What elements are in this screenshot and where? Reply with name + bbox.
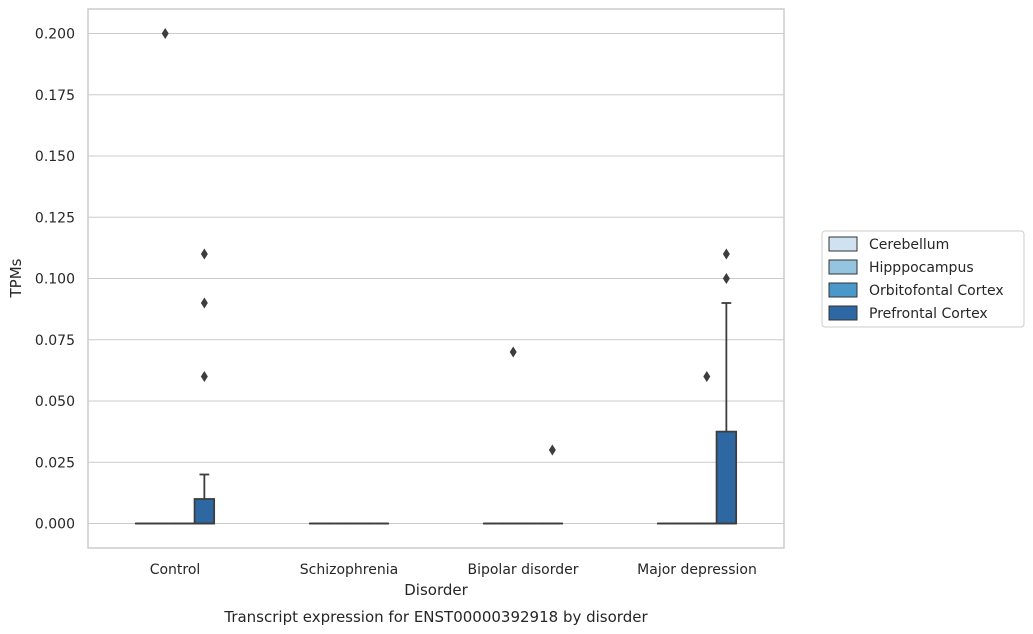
chart-caption: Transcript expression for ENST0000039291… [223,608,648,626]
box-3-2 [541,444,564,525]
outlier-point [548,444,556,456]
x-tick-label: Schizophrenia [300,562,398,578]
legend-label: Orbitofontal Cortex [869,283,1004,299]
y-tick-label: 0.100 [35,272,75,288]
outlier-point [509,346,517,358]
legend-swatch [828,282,858,298]
y-tick-label: 0.125 [35,210,75,226]
y-tick-label: 0.150 [35,149,75,165]
legend-label: Hipppocampus [869,260,974,276]
x-tick-label: Major depression [637,562,757,578]
outlier-point [200,371,208,382]
box-series [134,28,738,525]
outlier-point [703,371,711,382]
x-tick-label: Control [150,562,201,578]
box-1-0 [154,28,176,525]
y-tick-label: 0.025 [35,455,75,471]
y-tick-label: 0.075 [35,333,75,349]
legend-frame [821,230,1025,328]
y-tick-labels: 0.000 0.025 0.050 0.075 0.100 0.125 0.150 0.175… [35,27,75,533]
x-tick-labels: Control Schizophrenia Bipolar disorder Majo… [150,562,757,578]
outlier-point [722,273,730,284]
x-axis-label: Disorder [404,581,468,599]
outlier-point [722,248,730,260]
y-tick-label: 0.200 [35,27,75,43]
y-axis-label: TPMs [7,258,25,298]
legend-swatch [828,236,858,252]
plot-frame [87,8,785,549]
box-body [193,498,216,525]
legend: Cerebellum Hipppocampus Orbitofontal Corte… [821,230,1025,328]
outlier-point [161,28,169,39]
x-tick-label: Bipolar disorder [467,562,578,578]
legend-swatch [828,305,858,321]
y-tick-label: 0.000 [35,517,75,533]
legend-label: Cerebellum [869,237,949,253]
outlier-point [200,297,208,309]
legend-label: Prefrontal Cortex [869,306,988,322]
box-body [715,430,738,525]
box-3-3 [715,248,738,525]
y-tick-label: 0.175 [35,88,75,104]
outlier-point [200,248,208,260]
y-tick-label: 0.050 [35,394,75,410]
box-3-0 [193,248,216,525]
legend-swatch [828,259,858,275]
